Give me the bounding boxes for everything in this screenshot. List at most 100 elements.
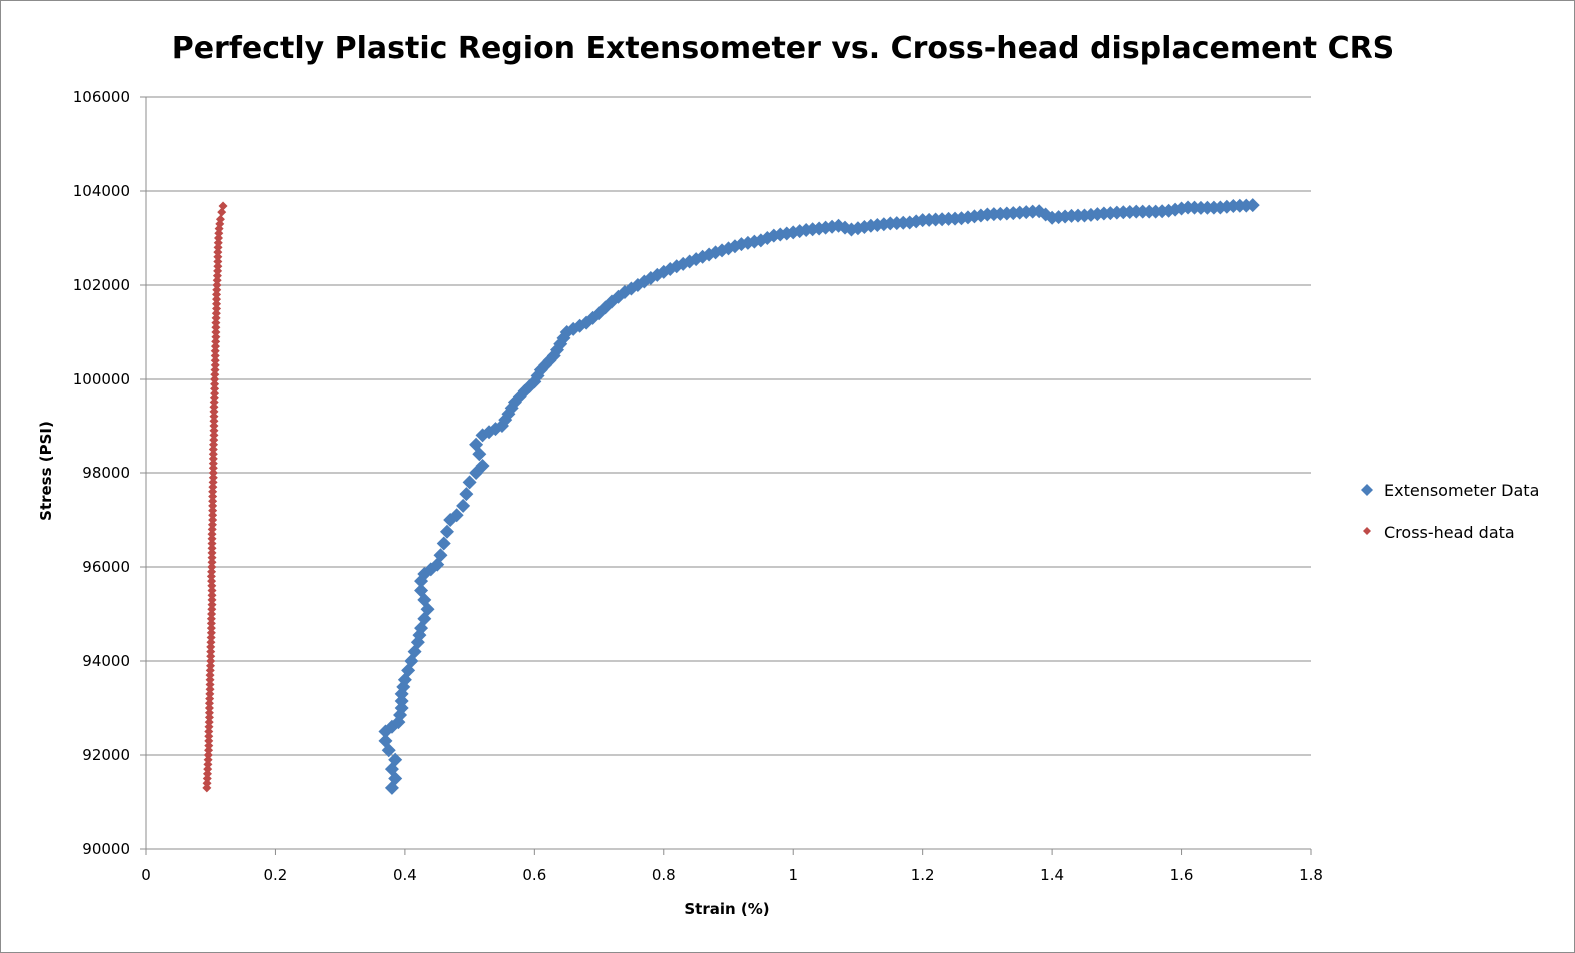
data-point [462,475,477,490]
x-tick-label: 1.8 [1299,866,1323,884]
data-point [449,508,464,523]
data-point [207,557,217,567]
data-point [209,421,219,431]
data-point [205,684,215,694]
y-tick-label: 90000 [82,840,130,858]
data-point [204,708,214,718]
data-point [215,214,225,224]
data-point [210,388,220,398]
data-point [394,701,409,715]
data-point [475,458,490,473]
y-axis-label: Stress (PSI) [37,421,55,521]
data-point [208,501,218,511]
data-point [209,426,219,436]
data-point [207,543,217,553]
x-tick-label: 0.2 [264,866,288,884]
legend-item-extensometer: Extensometer Data [1361,481,1539,500]
series-cross-head [202,201,228,793]
grid-lines [146,96,1311,756]
legend-item-cross-head: Cross-head data [1363,523,1515,542]
data-point [212,299,222,309]
y-tick-label: 94000 [82,652,130,670]
data-point [204,736,214,746]
x-tick-label: 1.6 [1170,866,1194,884]
data-point [208,496,218,506]
data-point [208,468,218,478]
axes [140,96,1312,855]
x-tick-label: 0.4 [393,866,417,884]
data-point [433,548,448,563]
x-tick-labels: 0 0.2 0.4 0.6 0.8 1 1.2 1.4 1.6 1.8 [141,866,1323,884]
data-point [208,449,218,459]
data-point [213,252,223,262]
legend: Extensometer Data Cross-head data [1361,481,1539,542]
data-point [207,548,217,558]
data-point [211,332,221,342]
data-point [208,510,218,520]
data-point [439,524,454,539]
data-point [209,412,219,422]
data-point [204,712,214,722]
x-tick-label: 1 [788,866,798,884]
y-tick-label: 104000 [73,182,130,200]
data-point [211,322,221,332]
chart-title: Perfectly Plastic Region Extensometer vs… [172,31,1395,66]
data-point [205,675,215,685]
data-point [414,583,429,598]
x-tick-label: 0 [141,866,151,884]
data-point [207,595,217,605]
data-point [211,327,221,337]
y-tick-label: 102000 [73,276,130,294]
data-point [218,201,228,211]
data-point [209,416,219,426]
data-point [469,437,484,452]
y-tick-labels: 90000 92000 94000 96000 98000 100000 102000 104… [73,88,130,858]
data-point [209,430,219,440]
data-point [209,407,219,417]
data-point [210,355,220,365]
data-point [207,600,217,610]
data-point [213,261,223,271]
data-point [217,207,227,217]
data-point [208,463,218,473]
data-point [1245,198,1260,213]
data-point [210,351,220,360]
data-point [208,515,218,525]
x-tick-label: 0.8 [652,866,676,884]
data-point [208,454,218,464]
data-point [206,656,216,666]
data-point [207,534,217,544]
data-point [206,651,216,661]
data-point [207,553,217,563]
data-point [456,498,471,513]
data-point [205,680,215,689]
legend-label-extensometer: Extensometer Data [1384,481,1539,500]
data-point [388,752,403,767]
data-point [204,731,214,741]
data-point [208,473,218,483]
y-tick-label: 98000 [82,464,130,482]
data-point [210,383,220,393]
data-point [212,304,222,313]
data-point [206,628,216,638]
data-point [459,487,474,502]
data-point [206,647,216,657]
y-tick-label: 100000 [73,370,130,388]
data-point [208,506,218,516]
data-point [204,741,214,751]
data-point [206,618,216,628]
series-extensometer [378,198,1260,795]
y-tick-label: 106000 [73,88,130,106]
data-point [208,492,218,501]
legend-marker-cross-head [1363,527,1371,535]
legend-marker-extensometer [1361,484,1373,496]
data-point [210,360,220,370]
data-point [212,294,222,304]
data-point [210,379,220,389]
data-point [436,536,451,551]
x-tick-label: 0.6 [522,866,546,884]
data-point [208,459,218,469]
y-tick-label: 96000 [82,558,130,576]
